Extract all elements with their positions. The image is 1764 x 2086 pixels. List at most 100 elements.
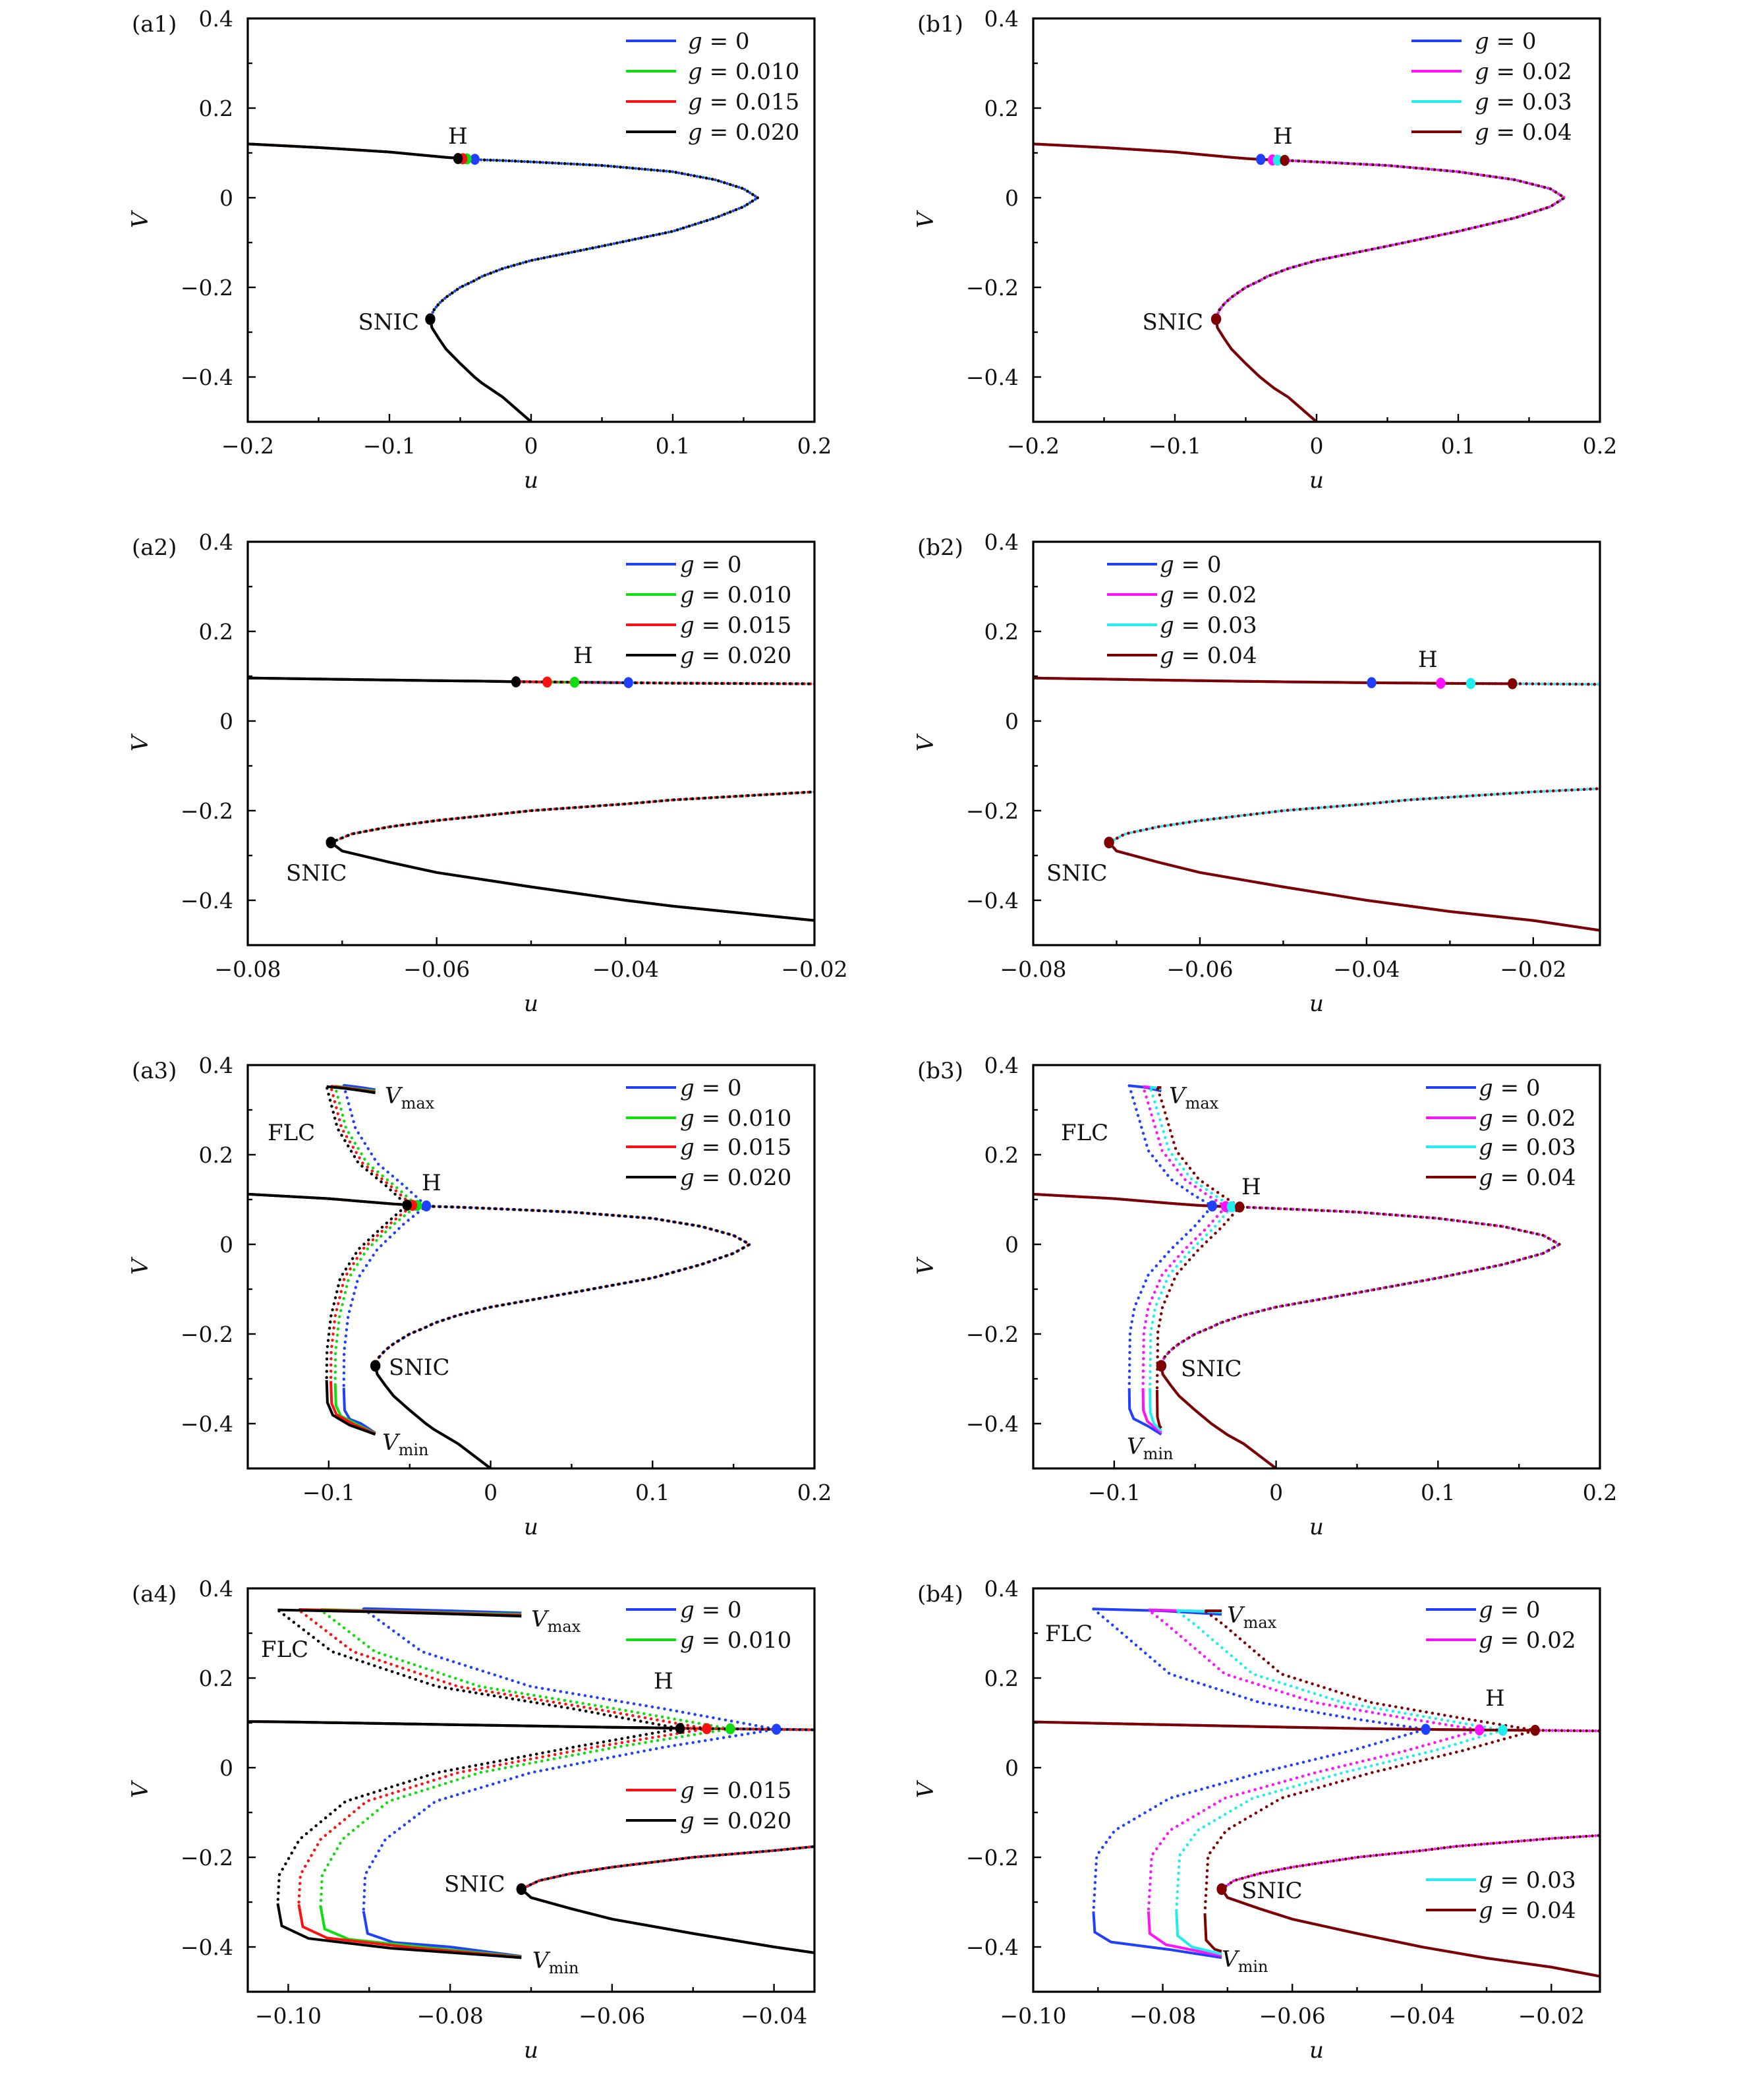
legend-value: = 0.02	[1174, 582, 1257, 608]
legend-variable: g	[1160, 643, 1174, 669]
flc-unstable-cycle	[342, 1084, 429, 1389]
annotation-text: H	[1418, 647, 1438, 673]
x-tick-label: −0.08	[417, 2003, 484, 2029]
panel-label: (b1)	[917, 11, 963, 38]
hopf-point-marker	[623, 677, 633, 689]
series-g-0-015	[248, 142, 761, 422]
legend-variable: g	[1475, 89, 1489, 115]
y-tick-label: −0.4	[966, 364, 1019, 390]
stable-lower-branch	[329, 841, 814, 922]
series-g-0-04	[1033, 1086, 1563, 1468]
legend-entry: g = 0	[1411, 28, 1537, 55]
legend: g = 0g = 0.02g = 0.03g = 0.04	[1426, 1597, 1576, 1924]
panel-a4: −0.10 −0.08 −0.06 −0.04 0.4 0.2 0 −0.2 −0.4 u V (a4…	[127, 1576, 816, 2064]
hopf-point-marker	[1207, 1200, 1217, 1212]
legend-variable: g	[1475, 119, 1489, 146]
flc-vmin-line	[325, 1379, 376, 1436]
unstable-equilibrium-branch	[329, 680, 814, 844]
x-tick-label: −0.06	[403, 956, 470, 982]
axes-frame	[1032, 1064, 1601, 1470]
series-g-0	[248, 676, 814, 922]
legend-label: g = 0.03	[1479, 1867, 1576, 1894]
annotation-vmin: Vmin	[1222, 1946, 1268, 1976]
legend-variable: g	[688, 59, 702, 85]
annotation-text: V	[1169, 1083, 1187, 1109]
legend-entry: g = 0.015	[626, 1134, 791, 1161]
legend-value: = 0.04	[1489, 119, 1572, 146]
y-tick-label: −0.2	[181, 1321, 233, 1347]
legend-variable: g	[688, 28, 702, 55]
legend: g = 0g = 0.02g = 0.03g = 0.04	[1426, 1075, 1576, 1191]
legend-entry: g = 0.015	[626, 89, 799, 115]
x-tick-label: −0.2	[221, 433, 274, 459]
legend-value: = 0.010	[702, 59, 799, 85]
stable-lower-branch	[329, 841, 814, 922]
stable-lower-branch	[1160, 1365, 1277, 1468]
legend-entry: g = 0	[1426, 1075, 1541, 1101]
legend-value: = 0.03	[1493, 1134, 1576, 1161]
legend-variable: g	[680, 612, 695, 639]
y-tick-label: −0.4	[966, 1411, 1019, 1437]
y-tick-label: 0.4	[199, 1576, 233, 1602]
stable-lower-branch	[1214, 318, 1318, 422]
legend-value: = 0.010	[695, 1627, 791, 1654]
stable-lower-branch	[1108, 841, 1600, 932]
stable-lower-branch	[1108, 841, 1600, 932]
stable-lower-branch	[1220, 1888, 1600, 1978]
series-g-0-010	[248, 142, 761, 422]
hopf-point-marker	[1530, 1724, 1540, 1736]
y-tick-label: 0.2	[199, 96, 233, 121]
flc-unstable-cycle	[1147, 1608, 1480, 1913]
annotation-flc: FLC	[1061, 1120, 1108, 1146]
annotation-text: H	[573, 643, 593, 669]
annotation-text: H	[422, 1170, 441, 1196]
legend-value: = 0	[1493, 1075, 1541, 1101]
stable-lower-branch	[1220, 1888, 1600, 1978]
x-tick-label: 0	[484, 1480, 498, 1505]
x-axis-label: u	[524, 2037, 538, 2064]
annotation-subscript: max	[1185, 1094, 1219, 1113]
x-axis-label: u	[1309, 991, 1324, 1017]
legend-variable: g	[680, 1597, 695, 1623]
hopf-point-marker	[1256, 154, 1266, 165]
stable-upper-branch	[248, 1720, 681, 1730]
flc-unstable-cycle	[1092, 1608, 1427, 1913]
legend-label: g = 0.03	[1475, 89, 1572, 115]
stable-upper-branch	[248, 676, 517, 683]
annotation-text: V	[1127, 1434, 1145, 1460]
flc-unstable-cycle	[1127, 1084, 1215, 1390]
x-tick-label: −0.02	[781, 956, 847, 982]
flc-vmin-line	[1127, 1388, 1162, 1436]
y-axis-label: V	[913, 1256, 939, 1275]
annotation-snic: SNIC	[444, 1871, 505, 1898]
annotation-h: H	[422, 1170, 441, 1196]
flc-vmax-line	[277, 1608, 522, 1618]
unstable-equilibrium-branch	[1220, 1728, 1600, 1891]
y-tick-label: 0	[1005, 1755, 1019, 1781]
annotation-text: SNIC	[1241, 1878, 1303, 1904]
legend-entry: g = 0.020	[626, 1165, 791, 1191]
unstable-equilibrium-branch	[428, 158, 761, 321]
plot-area	[248, 1084, 753, 1468]
legend-value: = 0.02	[1493, 1105, 1576, 1132]
annotation-text: FLC	[261, 1637, 308, 1663]
legend-variable: g	[1475, 28, 1489, 55]
y-tick-label: 0.4	[984, 1576, 1019, 1602]
legend-variable: g	[680, 552, 695, 578]
y-tick-label: −0.2	[966, 1321, 1019, 1347]
x-tick-label: −0.08	[1000, 956, 1066, 982]
flc-vmin-line	[297, 1904, 522, 1959]
y-tick-label: 0.4	[199, 1053, 233, 1078]
annotation-subscript: min	[1143, 1445, 1174, 1463]
axes-frame	[1032, 1587, 1601, 1993]
panel-b2: −0.08 −0.06 −0.04 −0.02 0.4 0.2 0 −0.2 −0.4 u V (b2…	[913, 529, 1601, 1017]
flc-unstable-cycle	[319, 1608, 731, 1909]
annotation-subscript: min	[549, 1959, 579, 1977]
snic-point-marker	[370, 1360, 381, 1372]
plot-area	[248, 1607, 814, 1959]
y-tick-label: −0.4	[181, 888, 233, 913]
hopf-point-marker	[1465, 678, 1476, 689]
legend-value: = 0.02	[1489, 59, 1572, 85]
annotation-snic: SNIC	[389, 1354, 450, 1381]
stable-upper-branch	[248, 142, 459, 160]
